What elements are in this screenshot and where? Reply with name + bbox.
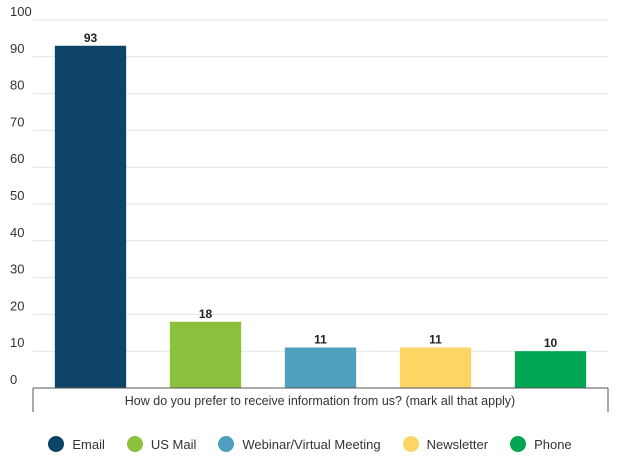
bar-chart: 0 10 20 30 40 50 60 70 80 90 100 93 18 11 11 10 How do…: [10, 4, 609, 412]
y-tick-label: 60: [10, 151, 24, 166]
gridlines: [33, 19, 608, 352]
legend-swatch: [126, 436, 143, 452]
legend-label: Newsletter: [426, 436, 489, 452]
legend-swatch: [402, 436, 419, 452]
y-tick-label: 70: [10, 114, 24, 129]
bar-phone: [514, 351, 587, 388]
legend-swatch: [48, 436, 65, 452]
legend-item: Phone: [510, 436, 572, 452]
y-tick-label: 10: [10, 335, 24, 350]
legend-item: Newsletter: [402, 436, 489, 452]
bar-webinar-virtual-meeting: [284, 347, 357, 388]
data-labels: 93 18 11 11 10: [84, 31, 558, 350]
legend-swatch: [218, 436, 235, 452]
legend-item: US Mail: [126, 436, 197, 452]
legend-label: US Mail: [150, 436, 197, 452]
bars: [54, 45, 587, 388]
x-axis-title: How do you prefer to receive information…: [125, 394, 515, 408]
legend-label: Phone: [534, 436, 572, 452]
bar-us-mail: [169, 321, 242, 388]
legend-label: Email: [72, 436, 105, 452]
y-tick-label: 50: [10, 188, 24, 203]
data-label: 11: [314, 333, 327, 347]
y-tick-label: 100: [10, 4, 32, 19]
legend-item: Email: [48, 436, 105, 452]
data-label: 10: [544, 336, 558, 350]
y-tick-label: 20: [10, 298, 24, 313]
bar-email: [54, 45, 127, 388]
y-tick-label: 30: [10, 262, 24, 277]
y-tick-label: 80: [10, 78, 24, 93]
legend-item: Webinar/Virtual Meeting: [218, 436, 381, 452]
legend-label: Webinar/Virtual Meeting: [242, 436, 381, 452]
data-label: 18: [199, 307, 213, 321]
data-label: 93: [84, 31, 98, 45]
y-tick-label: 0: [10, 372, 17, 387]
y-tick-label: 40: [10, 225, 24, 240]
y-axis-ticks: 0 10 20 30 40 50 60 70 80 90 100: [10, 4, 32, 387]
legend-swatch: [510, 436, 527, 452]
y-tick-label: 90: [10, 41, 24, 56]
legend: Email US Mail Webinar/Virtual Meeting Newsl…: [0, 436, 620, 452]
data-label: 11: [429, 333, 442, 347]
bar-newsletter: [399, 347, 472, 388]
